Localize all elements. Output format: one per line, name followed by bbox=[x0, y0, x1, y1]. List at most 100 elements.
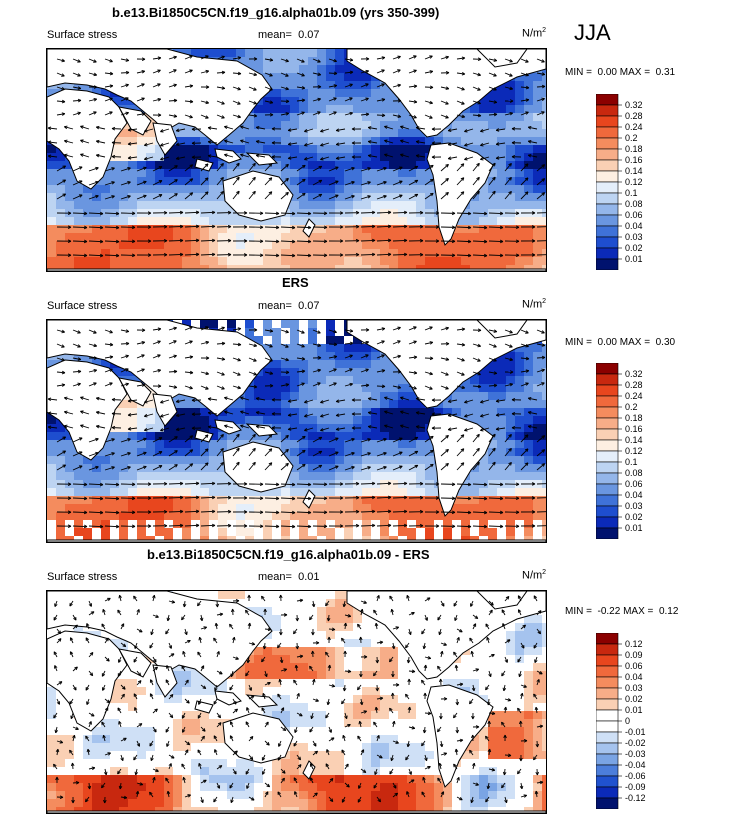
field-cell bbox=[353, 65, 363, 74]
field-cell bbox=[308, 241, 318, 250]
stress-vector-head bbox=[399, 451, 403, 455]
stress-vector-head bbox=[429, 356, 434, 361]
field-cell bbox=[335, 528, 345, 537]
stress-vector bbox=[184, 510, 200, 513]
stress-vector-head bbox=[83, 253, 88, 258]
field-cell bbox=[326, 161, 336, 170]
field-cell bbox=[317, 217, 327, 226]
field-cell bbox=[398, 233, 408, 242]
field-cell bbox=[353, 185, 363, 194]
field-cell bbox=[191, 496, 201, 505]
stress-vector-head bbox=[61, 344, 65, 348]
colorbar-swatch bbox=[596, 225, 619, 238]
field-cell bbox=[407, 512, 417, 521]
field-cell bbox=[344, 360, 354, 369]
field-cell bbox=[83, 528, 93, 537]
field-cell bbox=[128, 488, 138, 497]
field-cell bbox=[524, 177, 534, 186]
stress-vector-head bbox=[480, 413, 484, 418]
stress-vector-head bbox=[158, 194, 163, 198]
stress-vector bbox=[480, 156, 490, 160]
stress-vector-head bbox=[83, 482, 88, 487]
field-cell bbox=[209, 512, 219, 521]
field-cell bbox=[425, 217, 435, 226]
field-cell bbox=[65, 201, 75, 210]
field-cell bbox=[497, 201, 507, 210]
stress-vector bbox=[504, 383, 513, 387]
field-cell bbox=[398, 376, 408, 385]
stress-vector-head bbox=[291, 211, 296, 216]
stress-vector-head bbox=[287, 156, 292, 160]
field-cell bbox=[407, 161, 417, 170]
stress-vector-head bbox=[317, 59, 321, 63]
coastline bbox=[194, 429, 214, 443]
stress-vector bbox=[296, 58, 305, 63]
stress-vector bbox=[456, 163, 465, 172]
field-cell bbox=[245, 113, 255, 122]
field-cell bbox=[155, 424, 165, 433]
field-cell bbox=[407, 520, 417, 529]
stress-vector-head bbox=[95, 396, 100, 401]
field-cell bbox=[119, 440, 129, 449]
field-cell bbox=[389, 472, 399, 481]
stress-vector bbox=[280, 435, 289, 443]
field-cell bbox=[65, 528, 75, 537]
field-cell bbox=[479, 496, 489, 505]
field-cell bbox=[524, 400, 534, 409]
field-cell bbox=[425, 456, 435, 465]
field-cell bbox=[209, 193, 219, 202]
field-cell bbox=[227, 249, 237, 258]
stress-vector bbox=[520, 462, 529, 471]
stress-vector-head bbox=[429, 326, 433, 330]
field-cell bbox=[380, 153, 390, 162]
field-cell bbox=[245, 241, 255, 250]
field-cell bbox=[371, 153, 381, 162]
stress-vector bbox=[168, 327, 177, 331]
field-cell bbox=[371, 384, 381, 393]
field-cell bbox=[524, 145, 534, 154]
stress-vector bbox=[120, 452, 131, 457]
stress-vector bbox=[184, 69, 193, 74]
field-cell bbox=[326, 81, 336, 90]
field-cell bbox=[344, 464, 354, 473]
stress-vector-head bbox=[541, 72, 546, 76]
field-cell bbox=[470, 536, 480, 542]
stress-vector-head bbox=[67, 253, 72, 257]
field-cell bbox=[119, 137, 129, 146]
field-cell bbox=[488, 89, 498, 98]
field-cell bbox=[245, 145, 255, 154]
field-cell bbox=[452, 137, 462, 146]
field-cell bbox=[326, 153, 336, 162]
field-cell bbox=[533, 344, 543, 353]
field-cell bbox=[92, 241, 102, 250]
stress-vector bbox=[48, 127, 58, 130]
field-cell bbox=[380, 472, 390, 481]
stress-vector bbox=[384, 140, 394, 144]
stress-vector-head bbox=[240, 139, 244, 143]
stress-vector-head bbox=[275, 225, 280, 230]
stress-vector-head bbox=[509, 73, 513, 77]
stress-vector-head bbox=[189, 355, 194, 359]
field-cell bbox=[272, 496, 282, 505]
stress-vector-head bbox=[291, 225, 296, 230]
stress-vector-head bbox=[541, 355, 546, 360]
stress-vector-head bbox=[445, 163, 449, 168]
stress-vector-head bbox=[480, 128, 484, 133]
stress-vector bbox=[72, 329, 81, 334]
field-cell bbox=[389, 201, 399, 210]
stress-vector bbox=[360, 496, 376, 499]
stress-vector-head bbox=[451, 211, 456, 216]
stress-vector-head bbox=[355, 252, 360, 257]
field-cell bbox=[290, 464, 300, 473]
field-cell bbox=[479, 201, 489, 210]
field-cell bbox=[515, 488, 525, 497]
field-cell bbox=[200, 472, 210, 481]
field-cell bbox=[191, 145, 201, 154]
field-cell bbox=[398, 536, 408, 542]
field-cell bbox=[452, 400, 462, 409]
field-cell bbox=[362, 528, 372, 537]
stress-vector-head bbox=[335, 413, 340, 417]
stress-vector bbox=[520, 329, 529, 334]
field-cell bbox=[416, 225, 426, 234]
field-cell bbox=[398, 225, 408, 234]
